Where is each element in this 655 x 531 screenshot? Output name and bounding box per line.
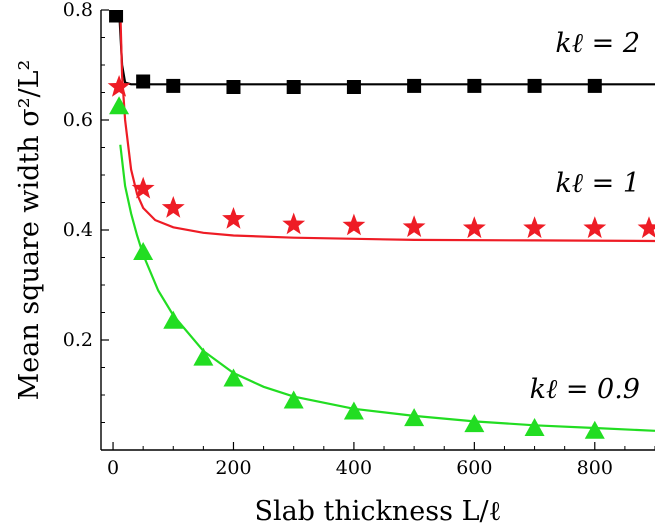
- data-point-series-2-8: [464, 414, 485, 433]
- data-point-series-2-10: [584, 420, 605, 439]
- data-point-series-2-2: [163, 310, 184, 329]
- data-point-series-2-1: [133, 242, 154, 260]
- data-point-series-2-9: [524, 418, 545, 436]
- y-tick-label-1: 0.4: [63, 219, 93, 241]
- x-tick-label-4: 800: [577, 457, 613, 479]
- data-point-series-0-6: [407, 78, 422, 93]
- data-point-series-1-3: [222, 207, 245, 229]
- data-point-series-1-1: [131, 176, 155, 199]
- data-point-series-0-0: [109, 10, 124, 23]
- data-point-series-2-5: [283, 390, 304, 409]
- data-point-series-2-7: [404, 408, 425, 427]
- data-point-series-1-6: [402, 215, 426, 237]
- x-tick-label-0: 0: [107, 457, 119, 479]
- data-point-series-0-9: [587, 78, 602, 93]
- data-point-series-2-6: [343, 401, 364, 420]
- x-tick-label-1: 200: [215, 457, 251, 479]
- data-point-series-0-8: [527, 78, 542, 93]
- x-axis-title: Slab thickness L/ℓ: [254, 496, 501, 527]
- data-point-series-1-5: [342, 213, 366, 236]
- data-point-series-2-0: [109, 96, 130, 115]
- data-point-series-0-2: [166, 78, 181, 93]
- data-point-series-0-5: [346, 80, 361, 94]
- data-point-series-1-9: [583, 216, 607, 239]
- series-label-2: kℓ = 0.9: [530, 374, 640, 405]
- x-tick-label-3: 600: [456, 457, 492, 479]
- data-point-series-1-4: [282, 212, 306, 235]
- y-axis-title: Mean square width σ²/L²: [14, 60, 45, 401]
- data-point-series-2-3: [193, 347, 214, 366]
- data-point-series-0-1: [136, 74, 151, 89]
- data-point-series-1-0: [107, 75, 131, 97]
- y-tick-label-0: 0.2: [63, 329, 93, 351]
- data-point-series-0-3: [226, 80, 241, 94]
- x-tick-label-2: 400: [336, 457, 372, 479]
- data-point-series-0-7: [467, 78, 482, 93]
- data-point-series-1-2: [161, 196, 185, 218]
- y-tick-label-3: 0.8: [63, 0, 93, 21]
- fit-curve-series-1: [119, 10, 655, 243]
- data-point-series-1-10: [637, 216, 655, 239]
- data-point-series-1-7: [462, 216, 486, 239]
- data-point-series-0-4: [286, 80, 301, 94]
- y-tick-label-2: 0.6: [63, 109, 93, 131]
- data-point-series-2-4: [223, 368, 244, 387]
- series-label-0: kℓ = 2: [555, 28, 640, 59]
- data-point-series-1-8: [523, 216, 546, 239]
- series-label-1: kℓ = 1: [555, 168, 640, 199]
